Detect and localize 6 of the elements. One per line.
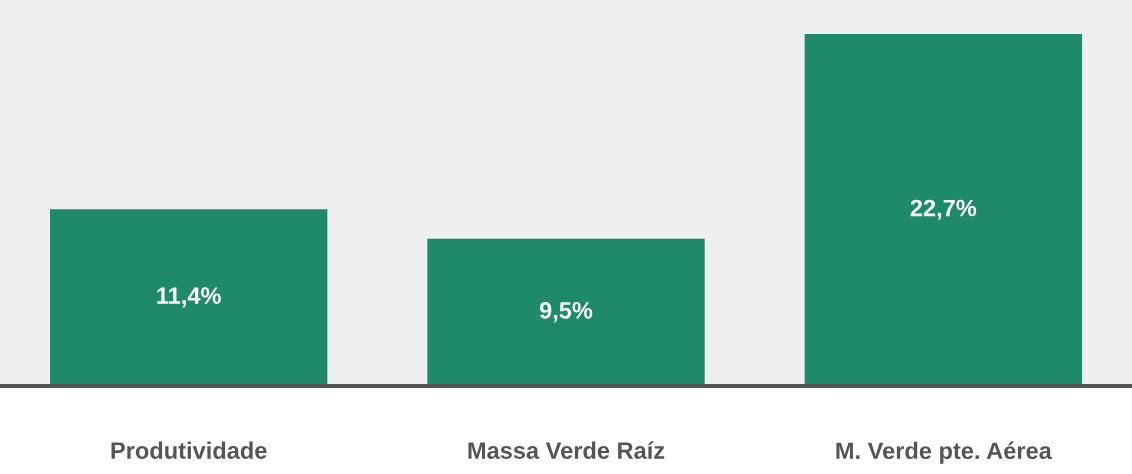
x-tick-label: Produtividade (111, 441, 267, 459)
x-tick-label: Massa Verde Raíz (468, 441, 665, 459)
data-label: 22,7% (910, 199, 977, 220)
data-label: 9,5% (539, 301, 593, 323)
x-tick-label: M. Verde pte. Aérea (836, 441, 1052, 464)
data-label: 11,4% (157, 287, 221, 308)
